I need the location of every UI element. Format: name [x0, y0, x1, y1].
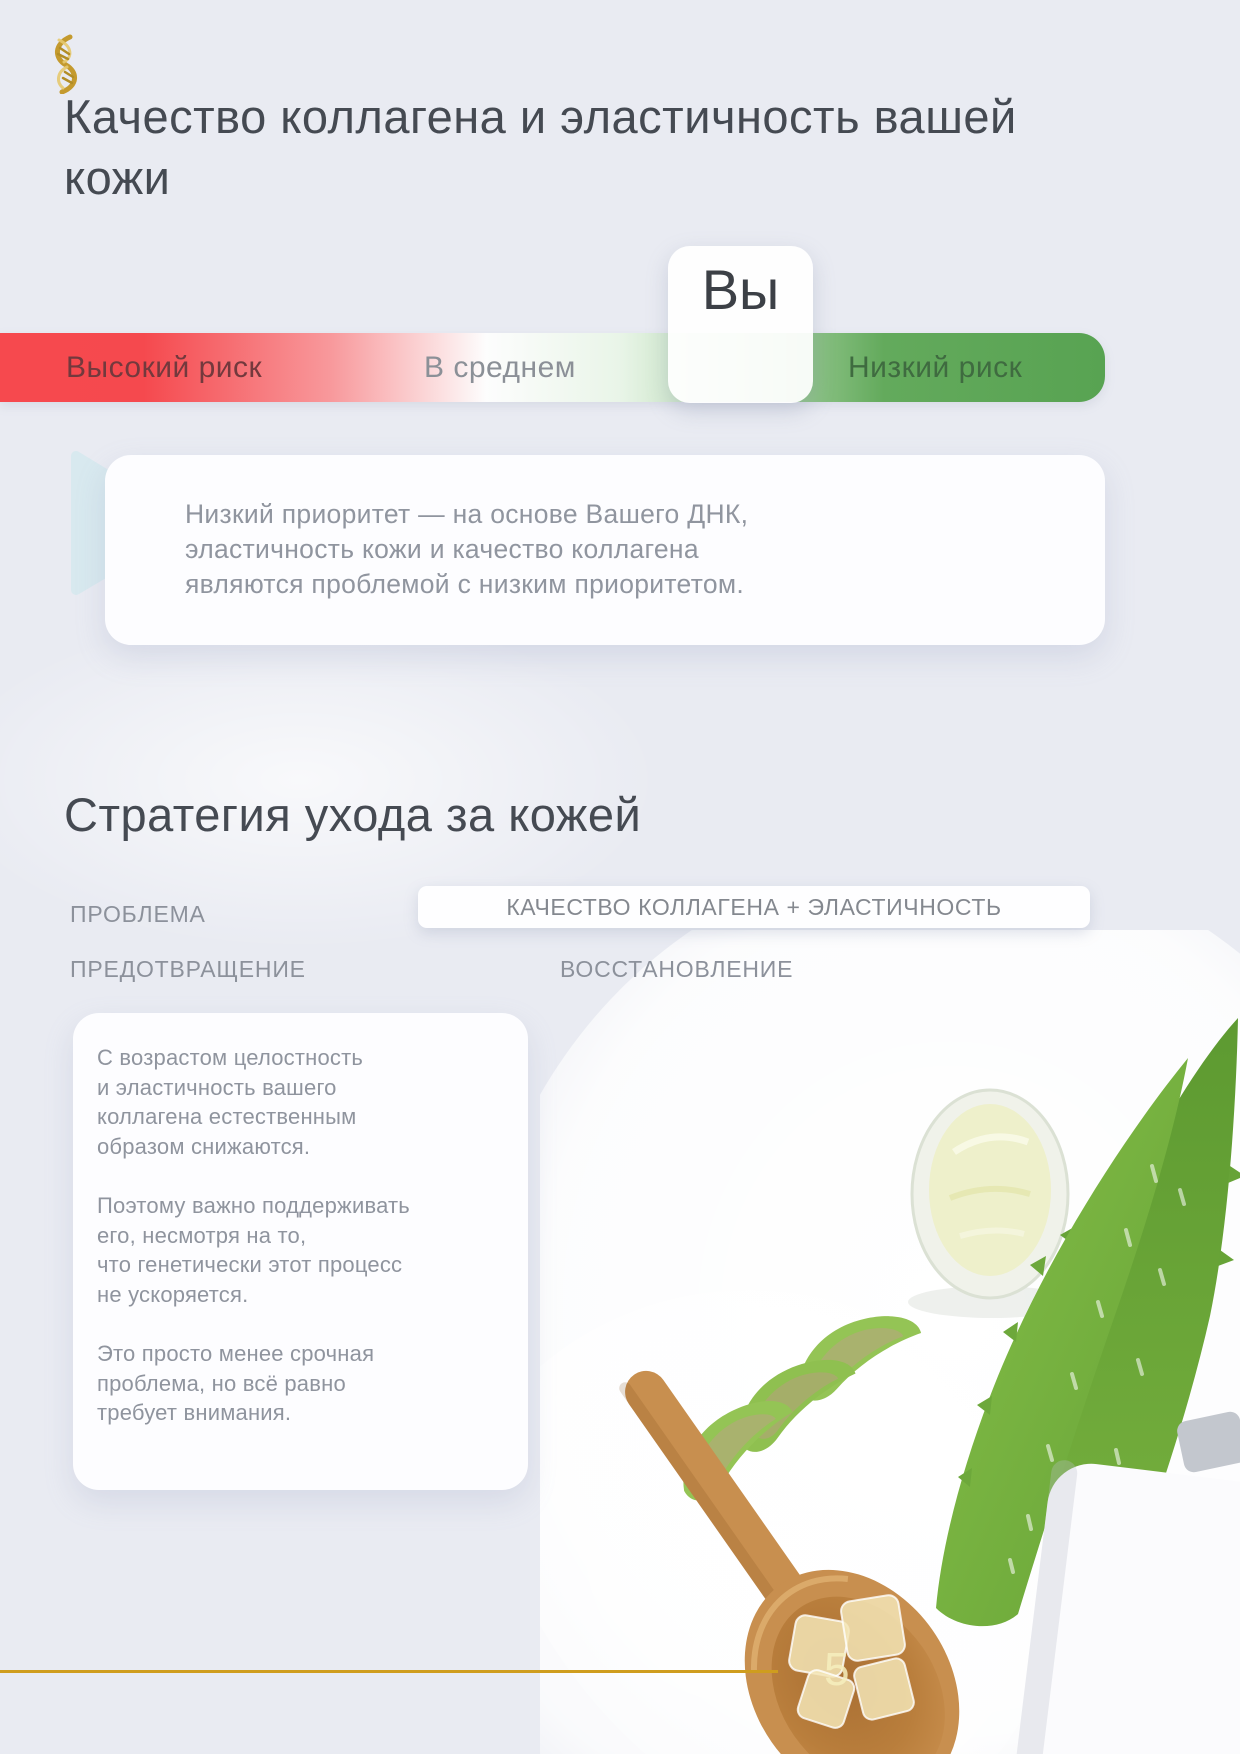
care-paragraph: С возрастом целостность и эластичность в…	[97, 1043, 497, 1161]
text-line: и эластичность вашего	[97, 1074, 337, 1100]
text-line: не ускоряется.	[97, 1281, 249, 1307]
text-line: эластичность кожи и качество коллагена	[185, 534, 699, 564]
risk-gradient-bar: Высокий риск В среднем Низкий риск	[0, 333, 1105, 402]
footer-divider	[0, 1670, 778, 1673]
care-paragraph: Поэтому важно поддерживать его, несмотря…	[97, 1191, 497, 1309]
prevention-card-text: С возрастом целостность и эластичность в…	[97, 1043, 497, 1428]
your-position-label: Вы	[701, 258, 780, 321]
text-line: образом снижаются.	[97, 1133, 311, 1159]
prevention-label: ПРЕДОТВРАЩЕНИЕ	[70, 956, 306, 982]
text-line: Поэтому важно поддерживать	[97, 1193, 410, 1218]
restoration-label: ВОССТАНОВЛЕНИЕ	[560, 956, 794, 982]
section-title: Стратегия ухода за кожей	[64, 788, 642, 841]
risk-label-average: В среднем	[424, 351, 576, 384]
page-title: Качество коллагена и эластичность вашей …	[64, 90, 1017, 204]
dna-logo-icon	[55, 34, 77, 94]
your-position-marker: Вы	[668, 246, 813, 403]
risk-label-high: Высокий риск	[66, 351, 263, 384]
care-paragraph: Это просто менее срочная проблема, но вс…	[97, 1339, 497, 1428]
text-line: С возрастом целостность	[97, 1045, 364, 1070]
glass-bowl-with-gel	[908, 1088, 1076, 1318]
white-cosmetic-bottle	[1000, 1411, 1240, 1754]
dna-summary-card: Низкий приоритет — на основе Вашего ДНК,…	[105, 455, 1105, 645]
text-line: являются проблемой с низким приоритетом.	[185, 569, 745, 599]
text-line: требует внимания.	[97, 1400, 292, 1425]
text-line: коллагена естественным	[97, 1104, 357, 1129]
text-line: что генетически этот процесс	[97, 1252, 403, 1277]
risk-label-low: Низкий риск	[848, 351, 1023, 384]
text-line: Низкий приоритет — на основе Вашего ДНК,	[185, 499, 749, 529]
topic-badge: КАЧЕСТВО КОЛЛАГЕНА + ЭЛАСТИЧНОСТЬ	[418, 886, 1090, 928]
dna-summary-text: Низкий приоритет — на основе Вашего ДНК,…	[185, 497, 985, 602]
text-line: проблема, но всё равно	[97, 1370, 346, 1396]
page-number: 5	[824, 1643, 850, 1695]
aloe-photo-illustration	[540, 930, 1240, 1754]
prevention-card: С возрастом целостность и эластичность в…	[73, 1013, 528, 1490]
aloe-gel-cubes	[788, 1594, 915, 1729]
text-line: его, несмотря на то,	[97, 1222, 307, 1248]
problem-label: ПРОБЛЕМА	[70, 901, 206, 927]
text-line: Это просто менее срочная	[97, 1341, 375, 1366]
